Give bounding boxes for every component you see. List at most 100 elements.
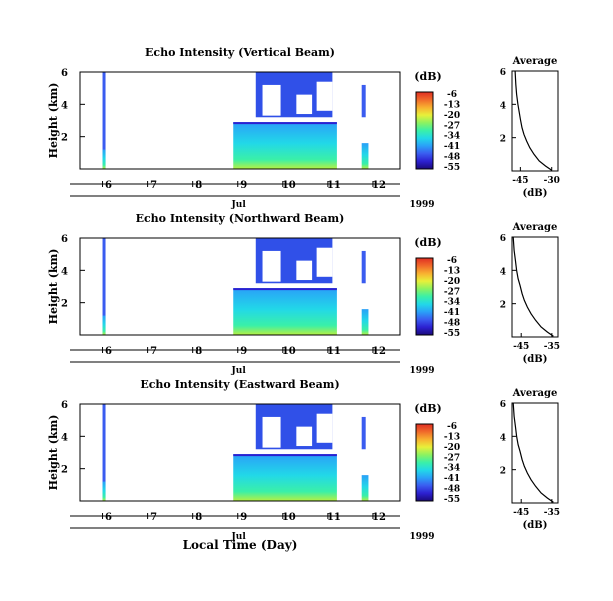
- date-tick-label: 8: [195, 512, 202, 523]
- colorbar-tick-label: -48: [444, 319, 460, 329]
- y-tick-label: 6: [61, 400, 68, 411]
- panel-row-3: Echo Intensity (Eastward Beam)246Height …: [47, 378, 560, 542]
- colorbar-tick-label: -55: [444, 329, 460, 339]
- echo-segment-late-top: [361, 250, 366, 284]
- boundary-layer-echo: [233, 454, 337, 501]
- echo-column: [102, 238, 106, 335]
- date-tick-label: 8: [195, 346, 202, 357]
- average-y-tick-label: 6: [500, 68, 506, 78]
- heatmap-frame: [79, 403, 401, 502]
- colorbar-tick-label: -13: [444, 266, 460, 276]
- colorbar-tick-label: -34: [444, 298, 460, 308]
- y-tick-label: 2: [61, 465, 68, 476]
- date-tick-label: 9: [240, 512, 247, 523]
- date-tick-label: 11: [327, 512, 341, 523]
- average-x-tick-label: -35: [544, 342, 560, 352]
- echo-segment: [361, 84, 369, 169]
- echo-segment-late: [361, 309, 369, 335]
- average-x-label: (dB): [523, 354, 548, 365]
- heatmap-title: Echo Intensity (Eastward Beam): [140, 378, 339, 391]
- average-frame: [511, 402, 559, 504]
- average-title: Average: [512, 56, 558, 67]
- average-y-tick-label: 4: [500, 267, 506, 277]
- colorbar-tick-label: -27: [444, 453, 460, 463]
- date-tick-label: 8: [195, 180, 202, 191]
- echo-segment-late-top: [361, 416, 366, 450]
- colorbar: [415, 257, 434, 336]
- colorbar-tick-label: -48: [444, 485, 460, 495]
- echo-gap: [296, 94, 313, 115]
- echo-gap: [316, 247, 333, 277]
- heatmap-title: Echo Intensity (Vertical Beam): [145, 46, 335, 59]
- echo-segment: [233, 404, 337, 501]
- heatmap-title: Echo Intensity (Northward Beam): [136, 212, 345, 225]
- y-tick-label: 4: [61, 100, 68, 111]
- date-tick-label: 7: [150, 180, 157, 191]
- average-y-tick-label: 4: [500, 101, 506, 111]
- date-tick-label: 7: [150, 346, 157, 357]
- colorbar-tick-label: -41: [444, 142, 460, 152]
- colorbar-tick-label: -13: [444, 100, 460, 110]
- date-tick-label: 11: [327, 180, 341, 191]
- echo-gap: [316, 81, 333, 111]
- echo-column: [102, 404, 106, 501]
- date-tick-label: 10: [282, 512, 296, 523]
- average-profile-line: [514, 70, 553, 171]
- colorbar: [415, 423, 434, 502]
- colorbar: [415, 91, 434, 170]
- year-label: 1999: [409, 200, 434, 210]
- x-axis-label: Local Time (Day): [183, 538, 298, 552]
- average-title: Average: [512, 388, 558, 399]
- y-tick-label: 6: [61, 68, 68, 79]
- colorbar-tick-label: -48: [444, 153, 460, 163]
- colorbar-tick-label: -55: [444, 163, 460, 173]
- average-y-tick-label: 2: [500, 135, 506, 145]
- colorbar-tick-label: -20: [444, 443, 460, 453]
- average-x-label: (dB): [523, 188, 548, 199]
- date-tick-label: 6: [105, 180, 112, 191]
- colorbar-tick-label: -41: [444, 474, 460, 484]
- echo-gap: [262, 250, 281, 282]
- colorbar-tick-label: -20: [444, 111, 460, 121]
- echo-top-edge: [233, 288, 337, 291]
- colorbar-tick-label: -27: [444, 121, 460, 131]
- average-frame: [511, 236, 559, 338]
- echo-segment-late-top: [361, 84, 366, 118]
- average-y-tick-label: 6: [500, 400, 506, 410]
- average-x-tick-label: -45: [513, 342, 529, 352]
- echo-gap: [296, 260, 313, 281]
- average-x-label: (dB): [523, 520, 548, 531]
- echo-gap: [296, 426, 313, 447]
- echo-column-base: [102, 481, 106, 501]
- month-label: Jul: [231, 200, 247, 210]
- date-tick-label: 9: [240, 180, 247, 191]
- colorbar-tick-label: -34: [444, 464, 460, 474]
- average-x-tick-label: -45: [513, 508, 529, 518]
- colorbar-unit: (dB): [414, 70, 441, 83]
- average-profile-line: [512, 236, 554, 337]
- colorbar-tick-label: -34: [444, 132, 460, 142]
- echo-segment: [361, 416, 369, 501]
- boundary-layer-echo: [233, 122, 337, 169]
- date-tick-label: 12: [372, 512, 386, 523]
- date-tick-label: 12: [372, 346, 386, 357]
- echo-segment: [102, 404, 106, 501]
- echo-gap: [262, 416, 281, 448]
- y-tick-label: 4: [61, 266, 68, 277]
- echo-segment-late: [361, 475, 369, 501]
- y-tick-label: 2: [61, 299, 68, 310]
- date-tick-label: 7: [150, 512, 157, 523]
- colorbar-tick-label: -6: [447, 422, 457, 432]
- heatmap-frame: [79, 237, 401, 336]
- date-tick-label: 6: [105, 512, 112, 523]
- colorbar-unit: (dB): [414, 402, 441, 415]
- echo-segment: [233, 238, 337, 335]
- year-label: 1999: [409, 532, 434, 542]
- y-axis-label: Height (km): [47, 415, 60, 491]
- boundary-layer-echo: [233, 288, 337, 335]
- echo-column: [102, 72, 106, 169]
- y-axis-label: Height (km): [47, 83, 60, 159]
- echo-top-edge: [233, 454, 337, 457]
- colorbar-tick-label: -13: [444, 432, 460, 442]
